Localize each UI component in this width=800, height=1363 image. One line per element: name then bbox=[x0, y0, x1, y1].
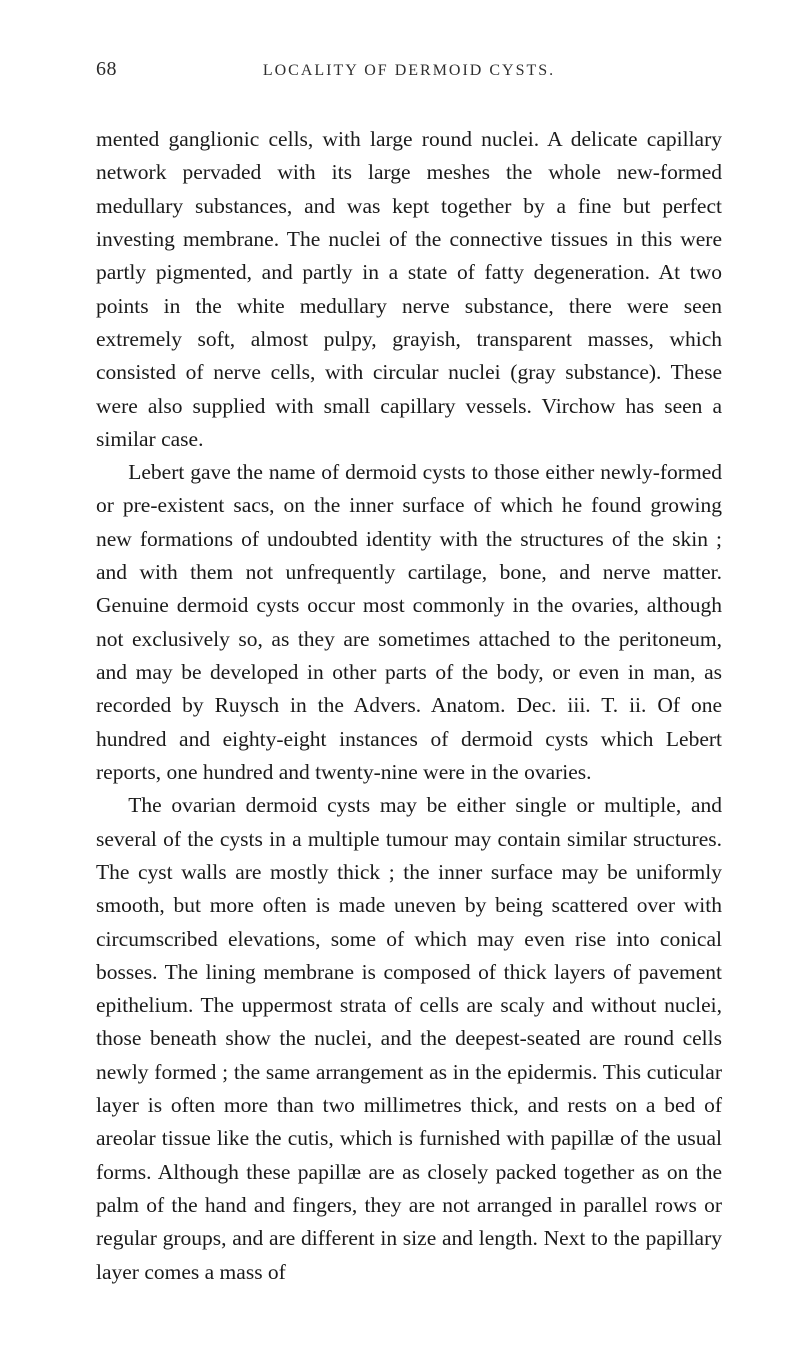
paragraph-1: mented ganglionic cells, with large roun… bbox=[96, 123, 722, 456]
paragraph-2: Lebert gave the name of dermoid cysts to… bbox=[96, 456, 722, 789]
paragraph-3: The ovarian dermoid cysts may be either … bbox=[96, 789, 722, 1289]
page-header: 68 LOCALITY OF DERMOID CYSTS. bbox=[96, 58, 722, 81]
running-title: LOCALITY OF DERMOID CYSTS. bbox=[136, 62, 682, 80]
page: 68 LOCALITY OF DERMOID CYSTS. mented gan… bbox=[0, 0, 800, 1363]
page-number: 68 bbox=[96, 58, 136, 81]
body-text: mented ganglionic cells, with large roun… bbox=[96, 123, 722, 1289]
